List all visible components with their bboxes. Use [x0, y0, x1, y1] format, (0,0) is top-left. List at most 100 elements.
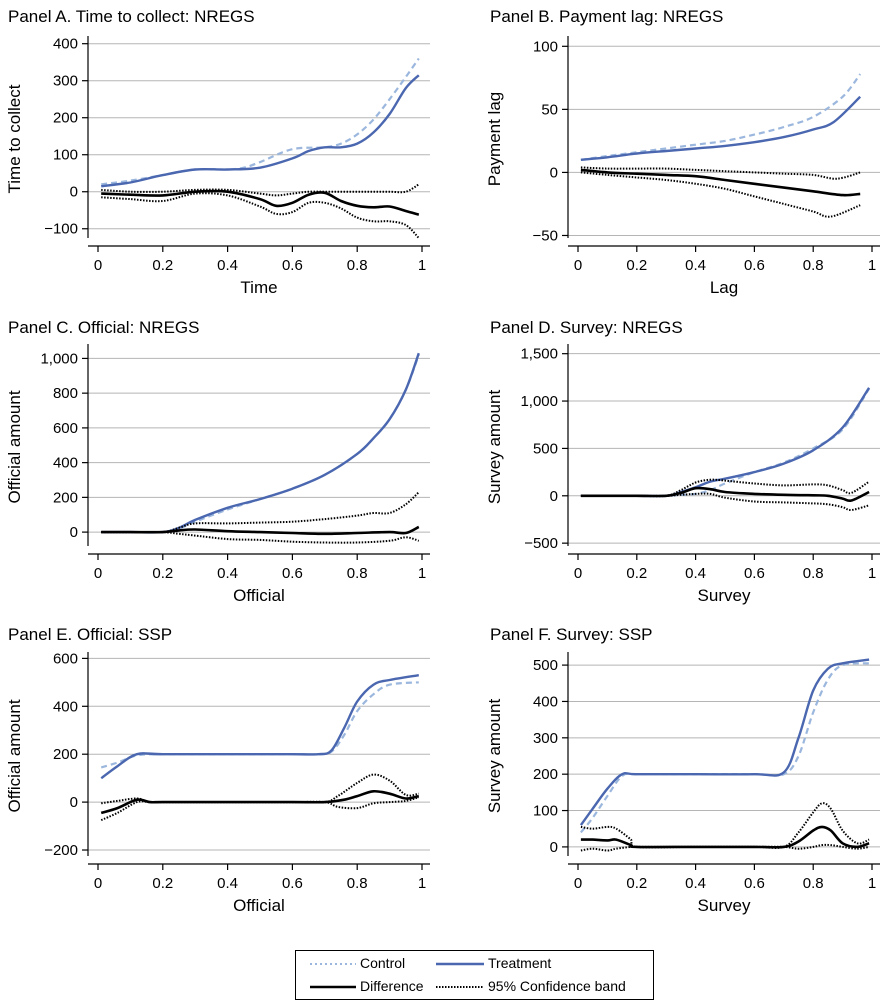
- panel-f-x-tick-label: 0.8: [803, 875, 824, 892]
- panel-f-x-tick-label: 0: [574, 875, 582, 892]
- panel-f-x-tick-label: 1: [868, 875, 876, 892]
- panel-f-y-tick-label: 100: [533, 803, 558, 820]
- panel-f-y-tick-label: 400: [533, 693, 558, 710]
- panel-f-y-tick-label: 0: [550, 839, 558, 856]
- panel-b-title: Panel B. Payment lag: NREGS: [490, 7, 724, 26]
- panel-a-x-tick-label: 0.8: [347, 257, 368, 274]
- panel-e-ci-lower-line: [100, 796, 420, 822]
- panel-d-x-tick-label: 0.8: [803, 565, 824, 582]
- legend-item-difference: Difference: [306, 976, 456, 998]
- panel-f-x-tick-label: 0.6: [744, 875, 765, 892]
- panel-f-x-tick-label: 0.2: [626, 875, 647, 892]
- panel-c-y-tick-label: 0: [70, 524, 78, 541]
- panel-e-x-label: Official: [233, 896, 285, 915]
- panel-a-x-tick-label: 0.4: [217, 257, 238, 274]
- panel-b-control-line: [580, 73, 862, 161]
- panel-b-ci-upper-line: [580, 166, 861, 180]
- panel-c-ci-lower-line: [101, 530, 420, 544]
- panel-f-y-tick-label: 300: [533, 730, 558, 747]
- panel-f-y-label: Survey amount: [485, 699, 504, 814]
- panel-f-x-label: Survey: [698, 896, 751, 915]
- panel-c-chart: 0 200 400 600 800 1,000 0 0.2 0.4 0.6 0.8 1 Official…: [5, 344, 430, 605]
- panel-a-ci-lower-line: [101, 192, 420, 239]
- panel-e-y-tick-label: 0: [70, 794, 78, 811]
- panel-b-ci-lower-line: [580, 171, 861, 218]
- panel-b-difference-line: [580, 168, 861, 197]
- panel-b-x-tick-label: 1: [868, 257, 876, 274]
- panel-b-x-tick-label: 0.6: [744, 257, 765, 274]
- panel-e-treatment-line: [100, 674, 419, 780]
- panel-e-ci-upper-line: [101, 773, 419, 805]
- panel-e-y-label: Official amount: [5, 699, 24, 812]
- panel-a-y-tick-label: 0: [70, 184, 78, 201]
- panel-e-y-tick-label: 200: [53, 746, 78, 763]
- panel-c-y-tick-label: 1,000: [40, 350, 78, 367]
- panel-a-control-line: [101, 57, 420, 186]
- panel-b-x-tick-label: 0.2: [626, 257, 647, 274]
- panel-e-y-tick-label: −200: [44, 842, 78, 859]
- panel-e-x-tick-label: 0.8: [347, 875, 368, 892]
- panel-b-y-tick-label: 0: [550, 164, 558, 181]
- panel-a-x-tick-label: 1: [418, 257, 426, 274]
- panel-c-x-tick-label: 0: [94, 565, 102, 582]
- legend-swatch-treatment: [436, 962, 484, 966]
- panel-e-x-tick-label: 0.2: [152, 875, 173, 892]
- panel-f-ci-lower-line: [580, 843, 870, 852]
- panel-d-y-tick-label: 500: [533, 440, 558, 457]
- legend-swatch-control: [310, 963, 356, 965]
- panel-d-y-tick-label: 0: [550, 488, 558, 505]
- panel-e-x-tick-label: 0.4: [217, 875, 238, 892]
- panel-b-x-tick-label: 0.4: [685, 257, 706, 274]
- panel-c-y-tick-label: 800: [53, 385, 78, 402]
- panel-d-y-tick-label: −500: [524, 535, 558, 552]
- legend-item-control: Control: [306, 953, 456, 975]
- panel-e-x-tick-label: 1: [418, 875, 426, 892]
- panel-e-chart: −200 0 200 400 600 0 0.2 0.4 0.6 0.8 1 Official Offi…: [5, 650, 430, 915]
- panel-a-ci-upper-line: [101, 183, 420, 197]
- panel-b-treatment-line: [580, 95, 862, 161]
- legend-label-difference: Difference: [360, 978, 424, 994]
- panel-b-y-tick-label: 50: [541, 101, 558, 118]
- panel-c-x-tick-label: 0.6: [282, 565, 303, 582]
- panel-b-chart: −50 0 50 100 0 0.2 0.4 0.6 0.8 1 Lag Payment lag: [485, 36, 880, 297]
- panel-f-title: Panel F. Survey: SSP: [490, 625, 653, 644]
- panel-a-y-tick-label: 200: [53, 110, 78, 127]
- panel-f-y-tick-label: 500: [533, 657, 558, 674]
- panel-c-y-label: Official amount: [5, 390, 24, 503]
- panel-d-ci-lower-line: [580, 492, 870, 512]
- panel-a-y-label: Time to collect: [5, 84, 24, 193]
- panel-c-y-tick-label: 400: [53, 455, 78, 472]
- panel-e-control-line: [100, 681, 419, 769]
- panel-c-treatment-line: [101, 352, 420, 534]
- legend-swatch-difference: [310, 985, 356, 989]
- panel-c-y-tick-label: 600: [53, 420, 78, 437]
- panel-c-title: Panel C. Official: NREGS: [8, 318, 200, 337]
- panel-a-difference-line: [101, 189, 420, 216]
- panel-a-x-tick-label: 0.2: [152, 257, 173, 274]
- panel-d-x-tick-label: 0.4: [685, 565, 706, 582]
- panel-c-y-tick-label: 200: [53, 489, 78, 506]
- panel-a-x-tick-label: 0.6: [282, 257, 303, 274]
- panel-d-x-tick-label: 1: [868, 565, 876, 582]
- panel-d-x-label: Survey: [698, 586, 751, 605]
- panel-d-x-tick-label: 0: [574, 565, 582, 582]
- panel-a-y-tick-label: 400: [53, 36, 78, 53]
- panel-d-difference-line: [580, 486, 870, 503]
- panel-e-y-tick-label: 400: [53, 698, 78, 715]
- legend-item-treatment: Treatment: [434, 953, 634, 975]
- panel-c-x-tick-label: 1: [418, 565, 426, 582]
- panel-d-y-label: Survey amount: [485, 390, 504, 505]
- panel-a-title: Panel A. Time to collect: NREGS: [8, 7, 255, 26]
- panel-a-y-tick-label: 300: [53, 73, 78, 90]
- legend-item-ci: 95% Confidence band: [434, 976, 649, 998]
- legend-label-control: Control: [360, 955, 406, 971]
- panel-d-chart: −500 0 500 1,000 1,500 0 0.2 0.4 0.6 0.8 1 Survey Su…: [485, 344, 880, 605]
- panel-d-title: Panel D. Survey: NREGS: [490, 318, 683, 337]
- panel-e-y-tick-label: 600: [53, 650, 78, 667]
- panel-a-y-tick-label: −100: [44, 221, 78, 238]
- panel-d-ci-upper-line: [580, 478, 870, 498]
- panel-b-y-label: Payment lag: [485, 92, 504, 187]
- panel-b-x-tick-label: 0: [574, 257, 582, 274]
- panel-c-control-line: [101, 354, 420, 534]
